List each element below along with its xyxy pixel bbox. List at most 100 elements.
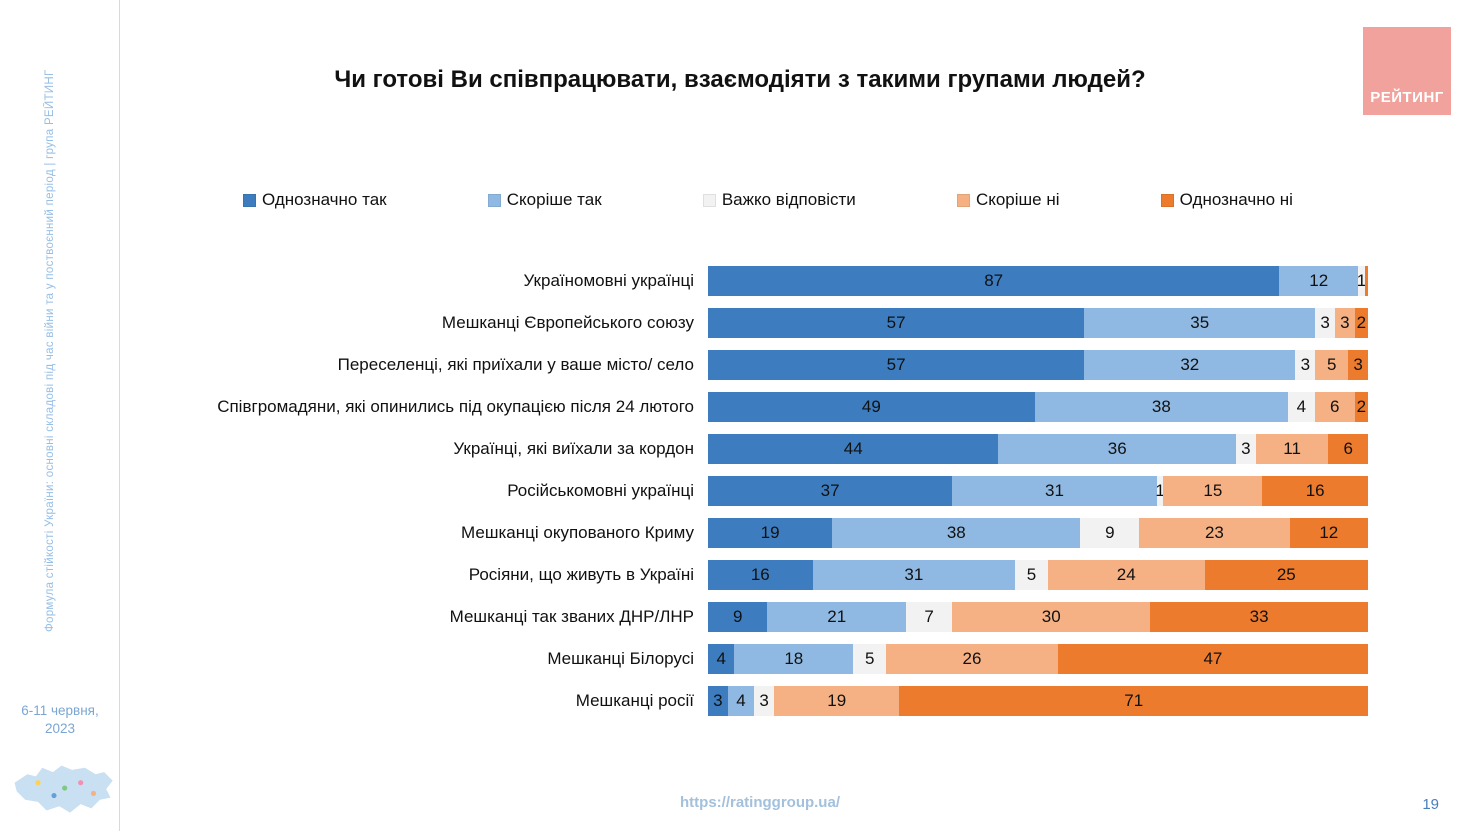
value-label: 33 — [1249, 607, 1269, 626]
bar-stack: 19 38 9 23 12 — [708, 518, 1368, 548]
value-label: 4 — [716, 649, 726, 668]
bar-segment: 11 — [1255, 434, 1329, 464]
value-label: 5 — [864, 649, 875, 668]
bar-segment: 2 — [1354, 308, 1368, 338]
value-label: 5 — [1026, 565, 1037, 584]
bar-segment: 37 — [708, 476, 953, 506]
value-label: 16 — [1305, 481, 1325, 500]
value-label: 24 — [1116, 565, 1136, 584]
legend-swatch — [1160, 193, 1174, 207]
value-label: 3 — [1241, 439, 1251, 458]
bar-segment: 35 — [1084, 308, 1316, 338]
category-label: Мешканці Європейського союзу — [441, 313, 694, 332]
value-label: 49 — [861, 397, 881, 416]
value-label: 15 — [1203, 481, 1223, 500]
value-label: 4 — [1296, 397, 1307, 416]
bar-segment: 57 — [708, 350, 1085, 380]
bar-stack: 87 12 1 — [708, 266, 1368, 296]
bar-segment: 31 — [812, 560, 1016, 590]
value-label: 1 — [1155, 481, 1165, 500]
bar-segment: 3 — [754, 686, 774, 716]
bar-segment: 49 — [708, 392, 1035, 422]
bar-row: Росіяни, що живуть в Україні 16 31 5 24 25 — [130, 560, 1380, 590]
value-label: 3 — [1340, 313, 1350, 332]
slide-title: Чи готові Ви співпрацювати, взаємодіяти … — [334, 66, 1146, 93]
value-label: 19 — [760, 523, 780, 542]
value-label: 3 — [759, 691, 769, 710]
value-label: 3 — [1320, 313, 1330, 332]
bar-stack: 9 21 7 30 33 — [708, 602, 1368, 632]
bar-segment: 19 — [774, 686, 900, 716]
value-label: 38 — [1151, 397, 1171, 416]
bar-stack: 16 31 5 24 25 — [708, 560, 1368, 590]
bar-stack: 3 4 3 19 71 — [708, 686, 1368, 716]
bar-row: Україномовні українці 87 12 1 — [130, 266, 1380, 296]
bar-segment: 12 — [1289, 518, 1368, 548]
bar-segment: 12 — [1279, 266, 1359, 296]
bar-segment: 33 — [1150, 602, 1368, 632]
value-label: 30 — [1041, 607, 1061, 626]
bar-segment: 26 — [886, 644, 1058, 674]
value-label: 2 — [1356, 313, 1367, 332]
value-label: 3 — [1353, 355, 1363, 374]
legend-label: Скоріше так — [506, 190, 602, 209]
category-label: Співгромадяни, які опинились під окупаці… — [217, 397, 694, 416]
rating-logo-text: РЕЙТИНГ — [1370, 89, 1444, 106]
bar-segment: 5 — [1015, 560, 1048, 590]
bar-segment: 21 — [767, 602, 906, 632]
category-label: Україномовні українці — [523, 271, 694, 290]
value-label: 25 — [1276, 565, 1296, 584]
ukraine-map-graphic — [6, 748, 118, 826]
bar-segment: 38 — [1034, 392, 1288, 422]
bar-segment: 4 — [708, 644, 735, 674]
bar-segment: 18 — [734, 644, 854, 674]
bar-segment: 23 — [1139, 518, 1290, 548]
bar-segment: 15 — [1163, 476, 1263, 506]
bar-segment: 3 — [1236, 434, 1256, 464]
bar-segment: 19 — [708, 518, 833, 548]
survey-date: 6-11 червня, 2023 — [21, 703, 99, 736]
value-label: 44 — [843, 439, 863, 458]
value-label: 71 — [1124, 691, 1144, 710]
category-label: Мешканці росії — [575, 691, 694, 710]
bar-segment: 4 — [727, 686, 755, 716]
bar-segment: 3 — [1348, 350, 1368, 380]
bar-segment: 71 — [899, 686, 1368, 716]
value-label: 26 — [962, 649, 982, 668]
bar-row: Мешканці окупованого Криму 19 38 9 23 12 — [130, 518, 1380, 548]
value-label: 31 — [1045, 481, 1064, 500]
bar-segment: 36 — [998, 434, 1236, 464]
bar-row: Мешканці так званих ДНР/ЛНР 9 21 7 30 33 — [130, 602, 1380, 632]
bar-segment: 5 — [853, 644, 887, 674]
bar-row: Переселенці, які приїхали у ваше місто/ … — [130, 350, 1380, 380]
legend-swatch — [956, 193, 970, 207]
bar-stack: 37 31 1 15 16 — [708, 476, 1368, 506]
value-label: 12 — [1309, 271, 1329, 290]
legend-label: Однозначно ні — [1179, 190, 1293, 209]
bar-segment: 2 — [1354, 392, 1368, 422]
rating-group-logo: РЕЙТИНГ — [1363, 27, 1451, 115]
value-label: 4 — [736, 691, 746, 710]
bar-row: Українці, які виїхали за кордон 44 36 3 11 6 — [130, 434, 1380, 464]
legend-item: Скоріше ні — [956, 190, 1060, 210]
bar-segment: 44 — [708, 434, 999, 464]
bar-segment: 32 — [1084, 350, 1296, 380]
value-label: 87 — [984, 271, 1004, 290]
value-label: 18 — [784, 649, 804, 668]
bar-segment: 16 — [1262, 476, 1368, 506]
bar-stack: 49 38 4 6 2 — [708, 392, 1368, 422]
value-label: 6 — [1343, 439, 1353, 458]
bar-segment: 9 — [1080, 518, 1140, 548]
bar-row: Російськомовні українці 37 31 1 15 16 — [130, 476, 1380, 506]
value-label: 36 — [1107, 439, 1127, 458]
legend-item: Важко відповісти — [702, 190, 856, 210]
bar-segment: 24 — [1047, 560, 1205, 590]
legend-swatch — [702, 193, 716, 207]
value-label: 47 — [1203, 649, 1223, 668]
bar-segment: 6 — [1314, 392, 1355, 422]
footer-url-link[interactable]: https://ratinggroup.ua/ — [680, 794, 840, 811]
legend-label: Однозначно так — [262, 190, 387, 209]
value-label: 11 — [1283, 439, 1301, 458]
bar-segment: 9 — [708, 602, 768, 632]
